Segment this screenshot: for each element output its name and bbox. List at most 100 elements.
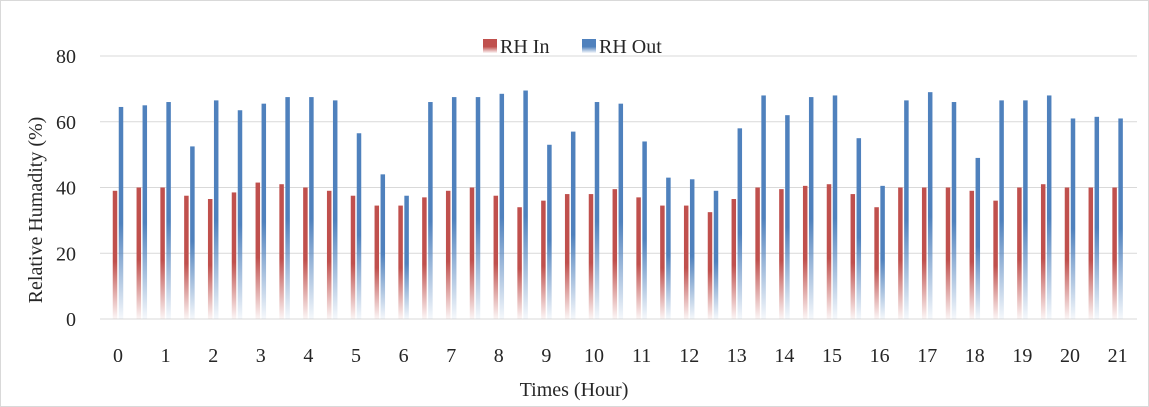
bar-rh-out (428, 102, 433, 319)
bar-rh-in (898, 188, 903, 320)
bar-rh-in (446, 191, 451, 319)
bar-rh-out (666, 178, 671, 319)
bar-rh-out (595, 102, 600, 319)
bar-rh-in (874, 207, 879, 319)
bar-rh-in (1065, 188, 1070, 320)
bar-rh-out (1118, 118, 1123, 319)
x-tick-label: 0 (113, 345, 123, 367)
bar-rh-in (922, 188, 927, 320)
bar-rh-out (119, 107, 124, 319)
bar-rh-in (732, 199, 737, 319)
bar-rh-out (833, 95, 838, 319)
x-tick-label: 1 (161, 345, 171, 367)
bar-rh-out (309, 97, 314, 319)
x-tick-label: 3 (256, 345, 266, 367)
bar-rh-in (351, 196, 356, 319)
bar-rh-out (404, 196, 409, 319)
bar-rh-out (976, 158, 981, 319)
x-tick-label: 7 (446, 345, 456, 367)
bar-rh-out (1047, 95, 1052, 319)
bar-rh-out (500, 94, 505, 319)
x-tick-label: 6 (399, 345, 409, 367)
bar-rh-out (928, 92, 933, 319)
bar-rh-in (803, 186, 808, 319)
x-tick-label: 21 (1108, 345, 1128, 367)
bar-rh-in (1089, 188, 1094, 320)
bar-rh-in (779, 189, 784, 319)
bar-rh-out (880, 186, 885, 319)
bar-rh-in (708, 212, 713, 319)
bar-rh-in (517, 207, 522, 319)
bar-rh-in (422, 197, 427, 319)
y-tick-label: 20 (56, 243, 76, 265)
bar-rh-out (381, 174, 386, 319)
bar-rh-in (208, 199, 213, 319)
bar-rh-in (755, 188, 760, 320)
x-tick-label: 11 (632, 345, 651, 367)
x-tick-label: 18 (965, 345, 985, 367)
legend-label-rh-in: RH In (500, 36, 549, 58)
bar-rh-in (565, 194, 570, 319)
bar-rh-in (636, 197, 641, 319)
bar-rh-out (809, 97, 814, 319)
x-tick-label: 15 (822, 345, 842, 367)
bar-rh-out (571, 132, 576, 319)
bar-rh-in (113, 191, 118, 319)
bar-rh-out (523, 91, 528, 319)
bar-rh-out (642, 141, 647, 319)
bar-rh-out (785, 115, 790, 319)
bar-rh-out (476, 97, 481, 319)
bar-rh-in (1017, 188, 1022, 320)
bar-rh-out (999, 100, 1004, 319)
x-tick-label: 14 (774, 345, 794, 367)
x-tick-label: 16 (870, 345, 890, 367)
bar-rh-in (232, 192, 237, 319)
bar-rh-out (761, 95, 766, 319)
bar-rh-in (851, 194, 856, 319)
bar-rh-out (357, 133, 362, 319)
bar-rh-in (589, 194, 594, 319)
bar-rh-in (541, 201, 546, 319)
bar-rh-in (684, 206, 689, 319)
bar-rh-out (238, 110, 243, 319)
bar-rh-in (375, 206, 380, 319)
bar-rh-out (857, 138, 862, 319)
bars (113, 91, 1123, 319)
bar-rh-in (184, 196, 189, 319)
legend-swatch-rh-out (582, 39, 596, 53)
bar-rh-out (714, 191, 719, 319)
bar-rh-in (279, 184, 284, 319)
x-tick-label: 17 (917, 345, 937, 367)
x-tick-label: 12 (679, 345, 699, 367)
legend-swatch-rh-in (483, 39, 497, 53)
bar-rh-in (256, 183, 260, 319)
x-axis-title: Times (Hour) (520, 379, 629, 401)
bar-rh-out (285, 97, 290, 319)
bar-rh-out (1095, 117, 1100, 319)
bar-rh-out (619, 104, 624, 319)
bar-rh-in (470, 188, 475, 320)
x-axis-tick-labels: 0 1 2 3 4 5 6 7 8 9 10 11 12 13 14 15 16 17 18 19 20 21 (113, 345, 1128, 367)
bar-rh-in (1112, 188, 1117, 320)
bar-rh-in (327, 191, 332, 319)
bar-rh-out (904, 100, 909, 319)
bar-rh-out (738, 128, 743, 319)
bar-rh-out (333, 100, 338, 319)
x-tick-label: 2 (208, 345, 218, 367)
bar-rh-in (993, 201, 998, 319)
x-tick-label: 8 (494, 345, 504, 367)
bar-rh-in (137, 188, 142, 320)
bar-rh-out (952, 102, 957, 319)
legend-label-rh-out: RH Out (599, 36, 662, 58)
legend: RH In RH Out (483, 36, 662, 58)
x-tick-label: 9 (541, 345, 551, 367)
y-tick-label: 60 (56, 112, 76, 134)
y-tick-label: 0 (66, 309, 76, 331)
x-tick-label: 5 (351, 345, 361, 367)
bar-rh-out (190, 146, 195, 319)
bar-rh-out (690, 179, 695, 319)
bar-rh-out (262, 104, 267, 319)
bar-rh-out (143, 105, 148, 319)
bar-rh-in (827, 184, 832, 319)
